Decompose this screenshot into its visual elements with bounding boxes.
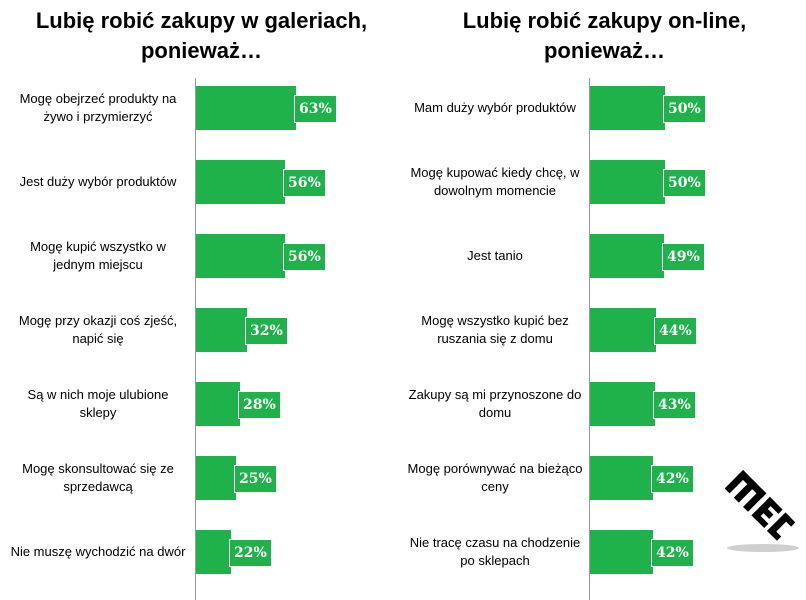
bar bbox=[196, 382, 240, 426]
bar bbox=[590, 160, 665, 204]
bar bbox=[196, 308, 247, 352]
mec-logo bbox=[724, 470, 799, 552]
data-label: 44% bbox=[654, 317, 697, 345]
data-label: 43% bbox=[653, 391, 696, 419]
chart-title: Lubię robić zakupy on-line, ponieważ… bbox=[403, 6, 806, 66]
bar bbox=[196, 234, 285, 278]
bar bbox=[590, 530, 653, 574]
category-label: Mogę kupować kiedy chcę, w dowolnym mome… bbox=[410, 165, 580, 198]
category-label: Mogę przy okazji coś zjeść, napić się bbox=[18, 313, 178, 346]
bar bbox=[196, 86, 296, 130]
bar bbox=[590, 382, 655, 426]
logo-shadow bbox=[727, 544, 799, 552]
chart-galleries: Lubię robić zakupy w galeriach, ponieważ… bbox=[0, 6, 403, 600]
category-label: Mogę obejrzeć produkty na żywo i przymie… bbox=[19, 91, 177, 124]
chart-title-line-1: Lubię robić zakupy w galeriach, bbox=[35, 8, 368, 33]
data-label: 50% bbox=[663, 169, 706, 197]
category-label: Jest duży wybór produktów bbox=[19, 174, 177, 189]
category-axis-line bbox=[195, 78, 196, 600]
category-label: Są w nich moje ulubione sklepy bbox=[27, 387, 169, 420]
bar bbox=[590, 86, 665, 130]
data-label: 50% bbox=[663, 95, 706, 123]
category-label: Zakupy są mi przynoszone do domu bbox=[408, 387, 582, 420]
category-label: Nie tracę czasu na chodzenie po sklepach bbox=[409, 535, 581, 568]
data-label: 25% bbox=[234, 465, 277, 493]
logo-letters bbox=[724, 470, 796, 541]
data-label: 49% bbox=[662, 243, 705, 271]
data-label: 42% bbox=[651, 465, 694, 493]
chart-title-line-2: ponieważ… bbox=[140, 38, 262, 63]
category-label: Mam duży wybór produktów bbox=[414, 100, 576, 115]
chart-online: Lubię robić zakupy on-line, ponieważ… Ma… bbox=[403, 0, 806, 600]
category-axis-line bbox=[589, 78, 590, 600]
bar bbox=[590, 234, 664, 278]
data-label: 56% bbox=[283, 169, 326, 197]
chart-title-line-1: Lubię robić zakupy on-line, bbox=[462, 8, 747, 33]
category-label: Mogę wszystko kupić bez ruszania się z d… bbox=[421, 313, 569, 346]
data-label: 63% bbox=[294, 95, 337, 123]
bar bbox=[590, 456, 653, 500]
category-label: Nie muszę wychodzić na dwór bbox=[10, 544, 186, 559]
category-label: Mogę porównywać na bieżąco ceny bbox=[407, 461, 583, 494]
data-label: 32% bbox=[245, 317, 288, 345]
data-label: 28% bbox=[238, 391, 281, 419]
chart-title: Lubię robić zakupy w galeriach, ponieważ… bbox=[0, 6, 403, 66]
bar bbox=[196, 160, 285, 204]
category-label: Mogę skonsultować się ze sprzedawcą bbox=[22, 461, 174, 494]
bar bbox=[590, 308, 656, 352]
data-label: 22% bbox=[229, 539, 272, 567]
data-label: 42% bbox=[651, 539, 694, 567]
data-label: 56% bbox=[283, 243, 326, 271]
category-label: Jest tanio bbox=[467, 248, 523, 263]
chart-title-line-2: ponieważ… bbox=[543, 38, 665, 63]
category-label: Mogę kupić wszystko w jednym miejscu bbox=[30, 239, 166, 272]
bar bbox=[196, 530, 231, 574]
bar bbox=[196, 456, 236, 500]
